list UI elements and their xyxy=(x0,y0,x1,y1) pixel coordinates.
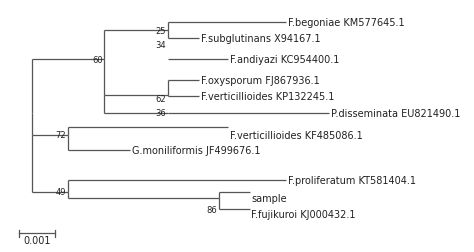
Text: 49: 49 xyxy=(56,188,66,197)
Text: 72: 72 xyxy=(55,131,66,140)
Text: 25: 25 xyxy=(155,27,166,36)
Text: 62: 62 xyxy=(155,94,166,103)
Text: F.fujikuroi KJ000432.1: F.fujikuroi KJ000432.1 xyxy=(251,209,356,219)
Text: F.begoniae KM577645.1: F.begoniae KM577645.1 xyxy=(288,18,404,28)
Text: G.moniliformis JF499676.1: G.moniliformis JF499676.1 xyxy=(132,145,260,155)
Text: F.subglutinans X94167.1: F.subglutinans X94167.1 xyxy=(201,34,320,44)
Text: 86: 86 xyxy=(206,205,217,214)
Text: 60: 60 xyxy=(92,55,102,64)
Text: sample: sample xyxy=(251,193,287,203)
Text: 0.001: 0.001 xyxy=(24,235,51,245)
Text: F.verticillioides KP132245.1: F.verticillioides KP132245.1 xyxy=(201,91,334,101)
Text: F.proliferatum KT581404.1: F.proliferatum KT581404.1 xyxy=(288,176,416,186)
Text: F.andiyazi KC954400.1: F.andiyazi KC954400.1 xyxy=(229,55,339,65)
Text: 36: 36 xyxy=(155,109,166,118)
Text: F.oxysporum FJ867936.1: F.oxysporum FJ867936.1 xyxy=(201,75,319,85)
Text: 34: 34 xyxy=(155,41,166,49)
Text: F.verticillioides KF485086.1: F.verticillioides KF485086.1 xyxy=(229,130,362,140)
Text: P.disseminata EU821490.1: P.disseminata EU821490.1 xyxy=(331,108,461,118)
